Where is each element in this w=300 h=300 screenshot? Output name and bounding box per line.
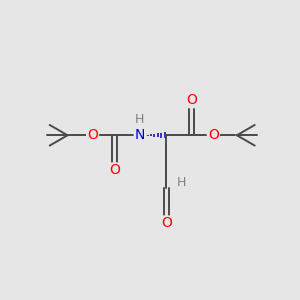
Text: O: O <box>109 163 120 177</box>
Text: O: O <box>161 216 172 230</box>
Text: O: O <box>186 93 197 107</box>
Text: O: O <box>87 128 98 142</box>
Text: H: H <box>176 176 186 189</box>
Text: H: H <box>135 113 144 126</box>
Text: O: O <box>208 128 219 142</box>
Text: N: N <box>134 128 145 142</box>
